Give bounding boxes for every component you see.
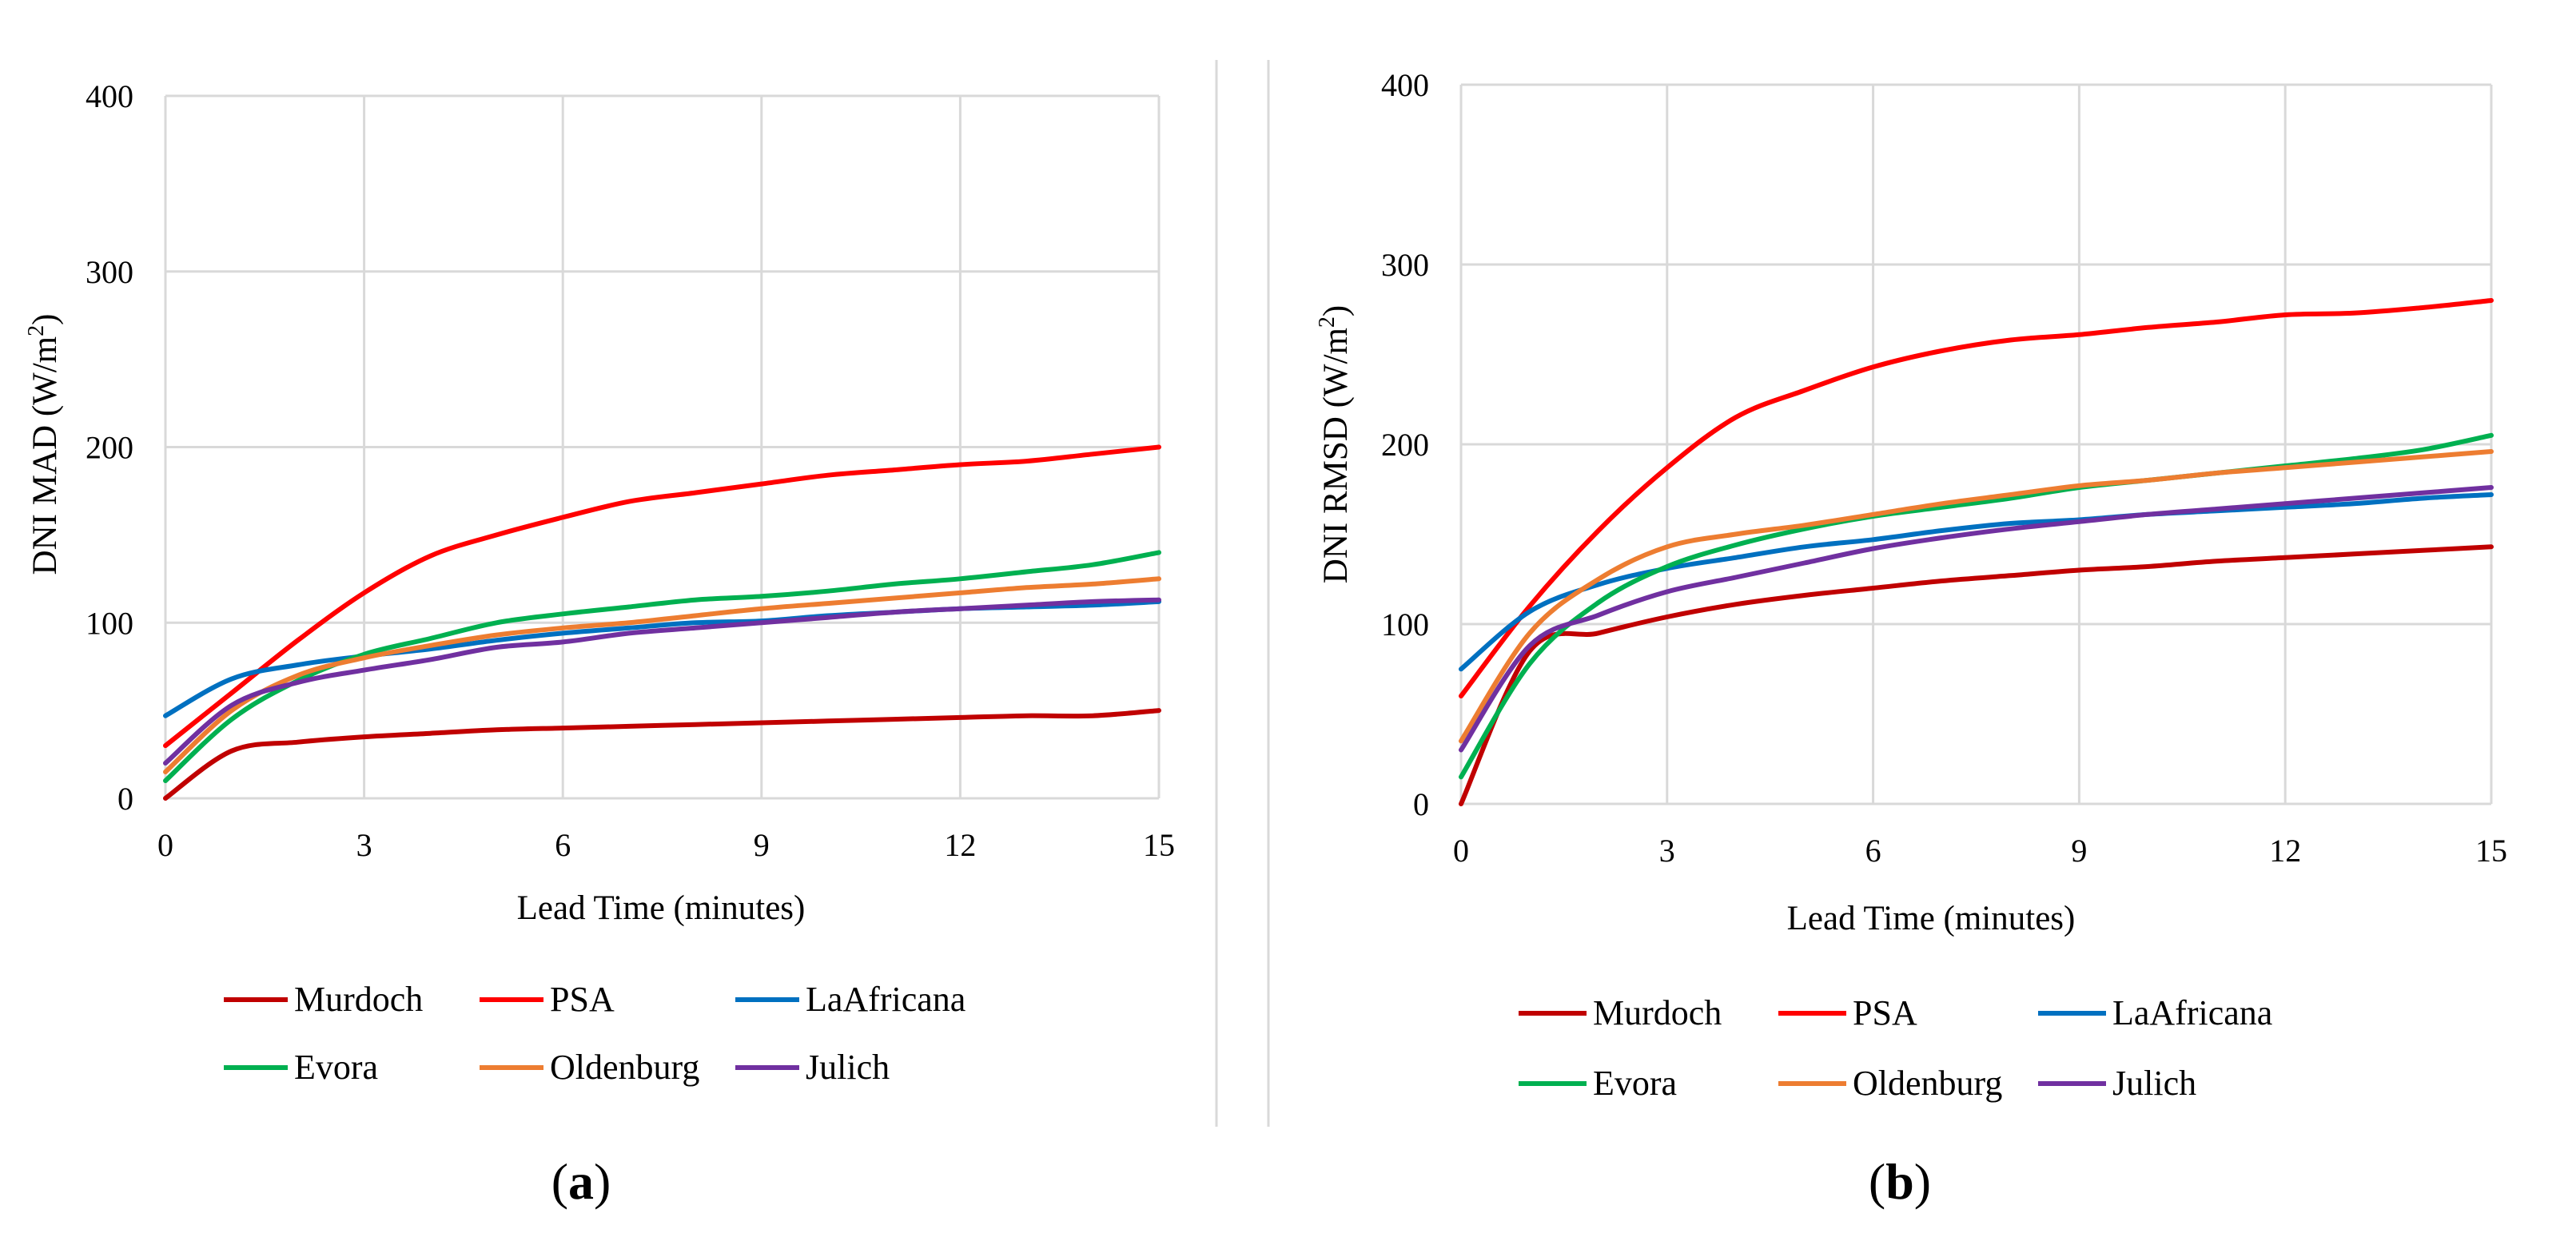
legend-item-julich: Julich	[2038, 1064, 2196, 1103]
series-lines	[1459, 298, 2494, 806]
y-axis-title: DNI MAD (W/m2)	[24, 314, 64, 575]
x-tick-label: 15	[1143, 827, 1175, 863]
x-tick-label: 9	[2071, 833, 2087, 869]
legend-item-psa: PSA	[480, 980, 615, 1019]
gridlines	[164, 94, 1161, 800]
legend-item-oldenburg: Oldenburg	[1778, 1064, 2002, 1103]
legend: Murdoch PSA LaAfricana Evora Oldenburg Julich	[1519, 993, 2272, 1103]
series-line-psa	[163, 444, 1161, 749]
series-line-laafricana	[1459, 492, 2494, 672]
legend-label: Murdoch	[1593, 993, 1722, 1032]
y-axis-title: DNI RMSD (W/m2)	[1315, 305, 1355, 583]
legend-item-julich: Julich	[735, 1048, 890, 1087]
series-line-psa	[1459, 298, 2494, 698]
legend-item-evora: Evora	[1519, 1064, 1677, 1103]
legend-item-oldenburg: Oldenburg	[480, 1048, 699, 1087]
chart-panel-b: 0 3 6 9 12 15 0 100 200 300 400 Lead Time (minutes…	[1315, 67, 2507, 1210]
legend-item-laafricana: LaAfricana	[2038, 993, 2272, 1032]
legend-label: Evora	[294, 1048, 378, 1087]
legend: Murdoch PSA LaAfricana Evora Oldenburg Julich	[224, 980, 966, 1087]
x-tick-label: 9	[754, 827, 770, 863]
y-tick-label: 0	[117, 781, 133, 817]
legend-label: Julich	[2112, 1064, 2196, 1103]
y-tick-label: 400	[1381, 67, 1429, 103]
y-tick-label: 100	[86, 605, 133, 641]
y-tick-label: 0	[1413, 786, 1429, 822]
panel-label-a: (a)	[551, 1153, 611, 1210]
y-tick-label: 200	[86, 430, 133, 466]
series-lines	[163, 444, 1161, 801]
series-line-murdoch	[163, 708, 1161, 801]
x-tick-label: 15	[2475, 833, 2507, 869]
series-line-oldenburg	[163, 576, 1161, 774]
y-tick-label: 100	[1381, 607, 1429, 642]
y-tick-label: 400	[86, 78, 133, 114]
tick-labels: 0 3 6 9 12 15 0 100 200 300 400	[86, 78, 1175, 863]
x-tick-label: 12	[2269, 833, 2301, 869]
x-tick-label: 0	[1453, 833, 1469, 869]
legend-item-laafricana: LaAfricana	[735, 980, 966, 1019]
legend-label: PSA	[1853, 993, 1917, 1032]
x-tick-label: 3	[1659, 833, 1675, 869]
legend-item-murdoch: Murdoch	[224, 980, 423, 1019]
legend-label: LaAfricana	[2112, 993, 2272, 1032]
legend-label: Evora	[1593, 1064, 1677, 1103]
x-tick-label: 0	[157, 827, 173, 863]
y-tick-label: 300	[86, 254, 133, 290]
x-tick-label: 6	[1865, 833, 1881, 869]
x-axis-title: Lead Time (minutes)	[517, 889, 806, 927]
legend-label: Murdoch	[294, 980, 423, 1019]
legend-item-evora: Evora	[224, 1048, 378, 1087]
gridlines	[1459, 83, 2493, 805]
series-line-julich	[1459, 485, 2494, 753]
x-tick-label: 6	[555, 827, 571, 863]
panel-label-b: (b)	[1869, 1153, 1931, 1210]
series-line-oldenburg	[1459, 449, 2494, 744]
legend-item-murdoch: Murdoch	[1519, 993, 1722, 1032]
legend-item-psa: PSA	[1778, 993, 1917, 1032]
series-line-murdoch	[1459, 544, 2494, 806]
legend-label: PSA	[550, 980, 615, 1019]
x-tick-label: 12	[944, 827, 976, 863]
y-tick-label: 300	[1381, 247, 1429, 283]
legend-label: LaAfricana	[806, 980, 966, 1019]
series-line-julich	[163, 597, 1161, 766]
chart-panel-a: 0 3 6 9 12 15 0 100 200 300 400 Lead Time (minutes…	[24, 78, 1175, 1210]
series-line-evora	[1459, 432, 2494, 780]
legend-label: Julich	[806, 1048, 890, 1087]
x-axis-title: Lead Time (minutes)	[1787, 900, 2076, 937]
legend-label: Oldenburg	[550, 1048, 699, 1087]
tick-labels: 0 3 6 9 12 15 0 100 200 300 400	[1381, 67, 2507, 869]
x-tick-label: 3	[356, 827, 372, 863]
y-tick-label: 200	[1381, 427, 1429, 463]
legend-label: Oldenburg	[1853, 1064, 2002, 1103]
